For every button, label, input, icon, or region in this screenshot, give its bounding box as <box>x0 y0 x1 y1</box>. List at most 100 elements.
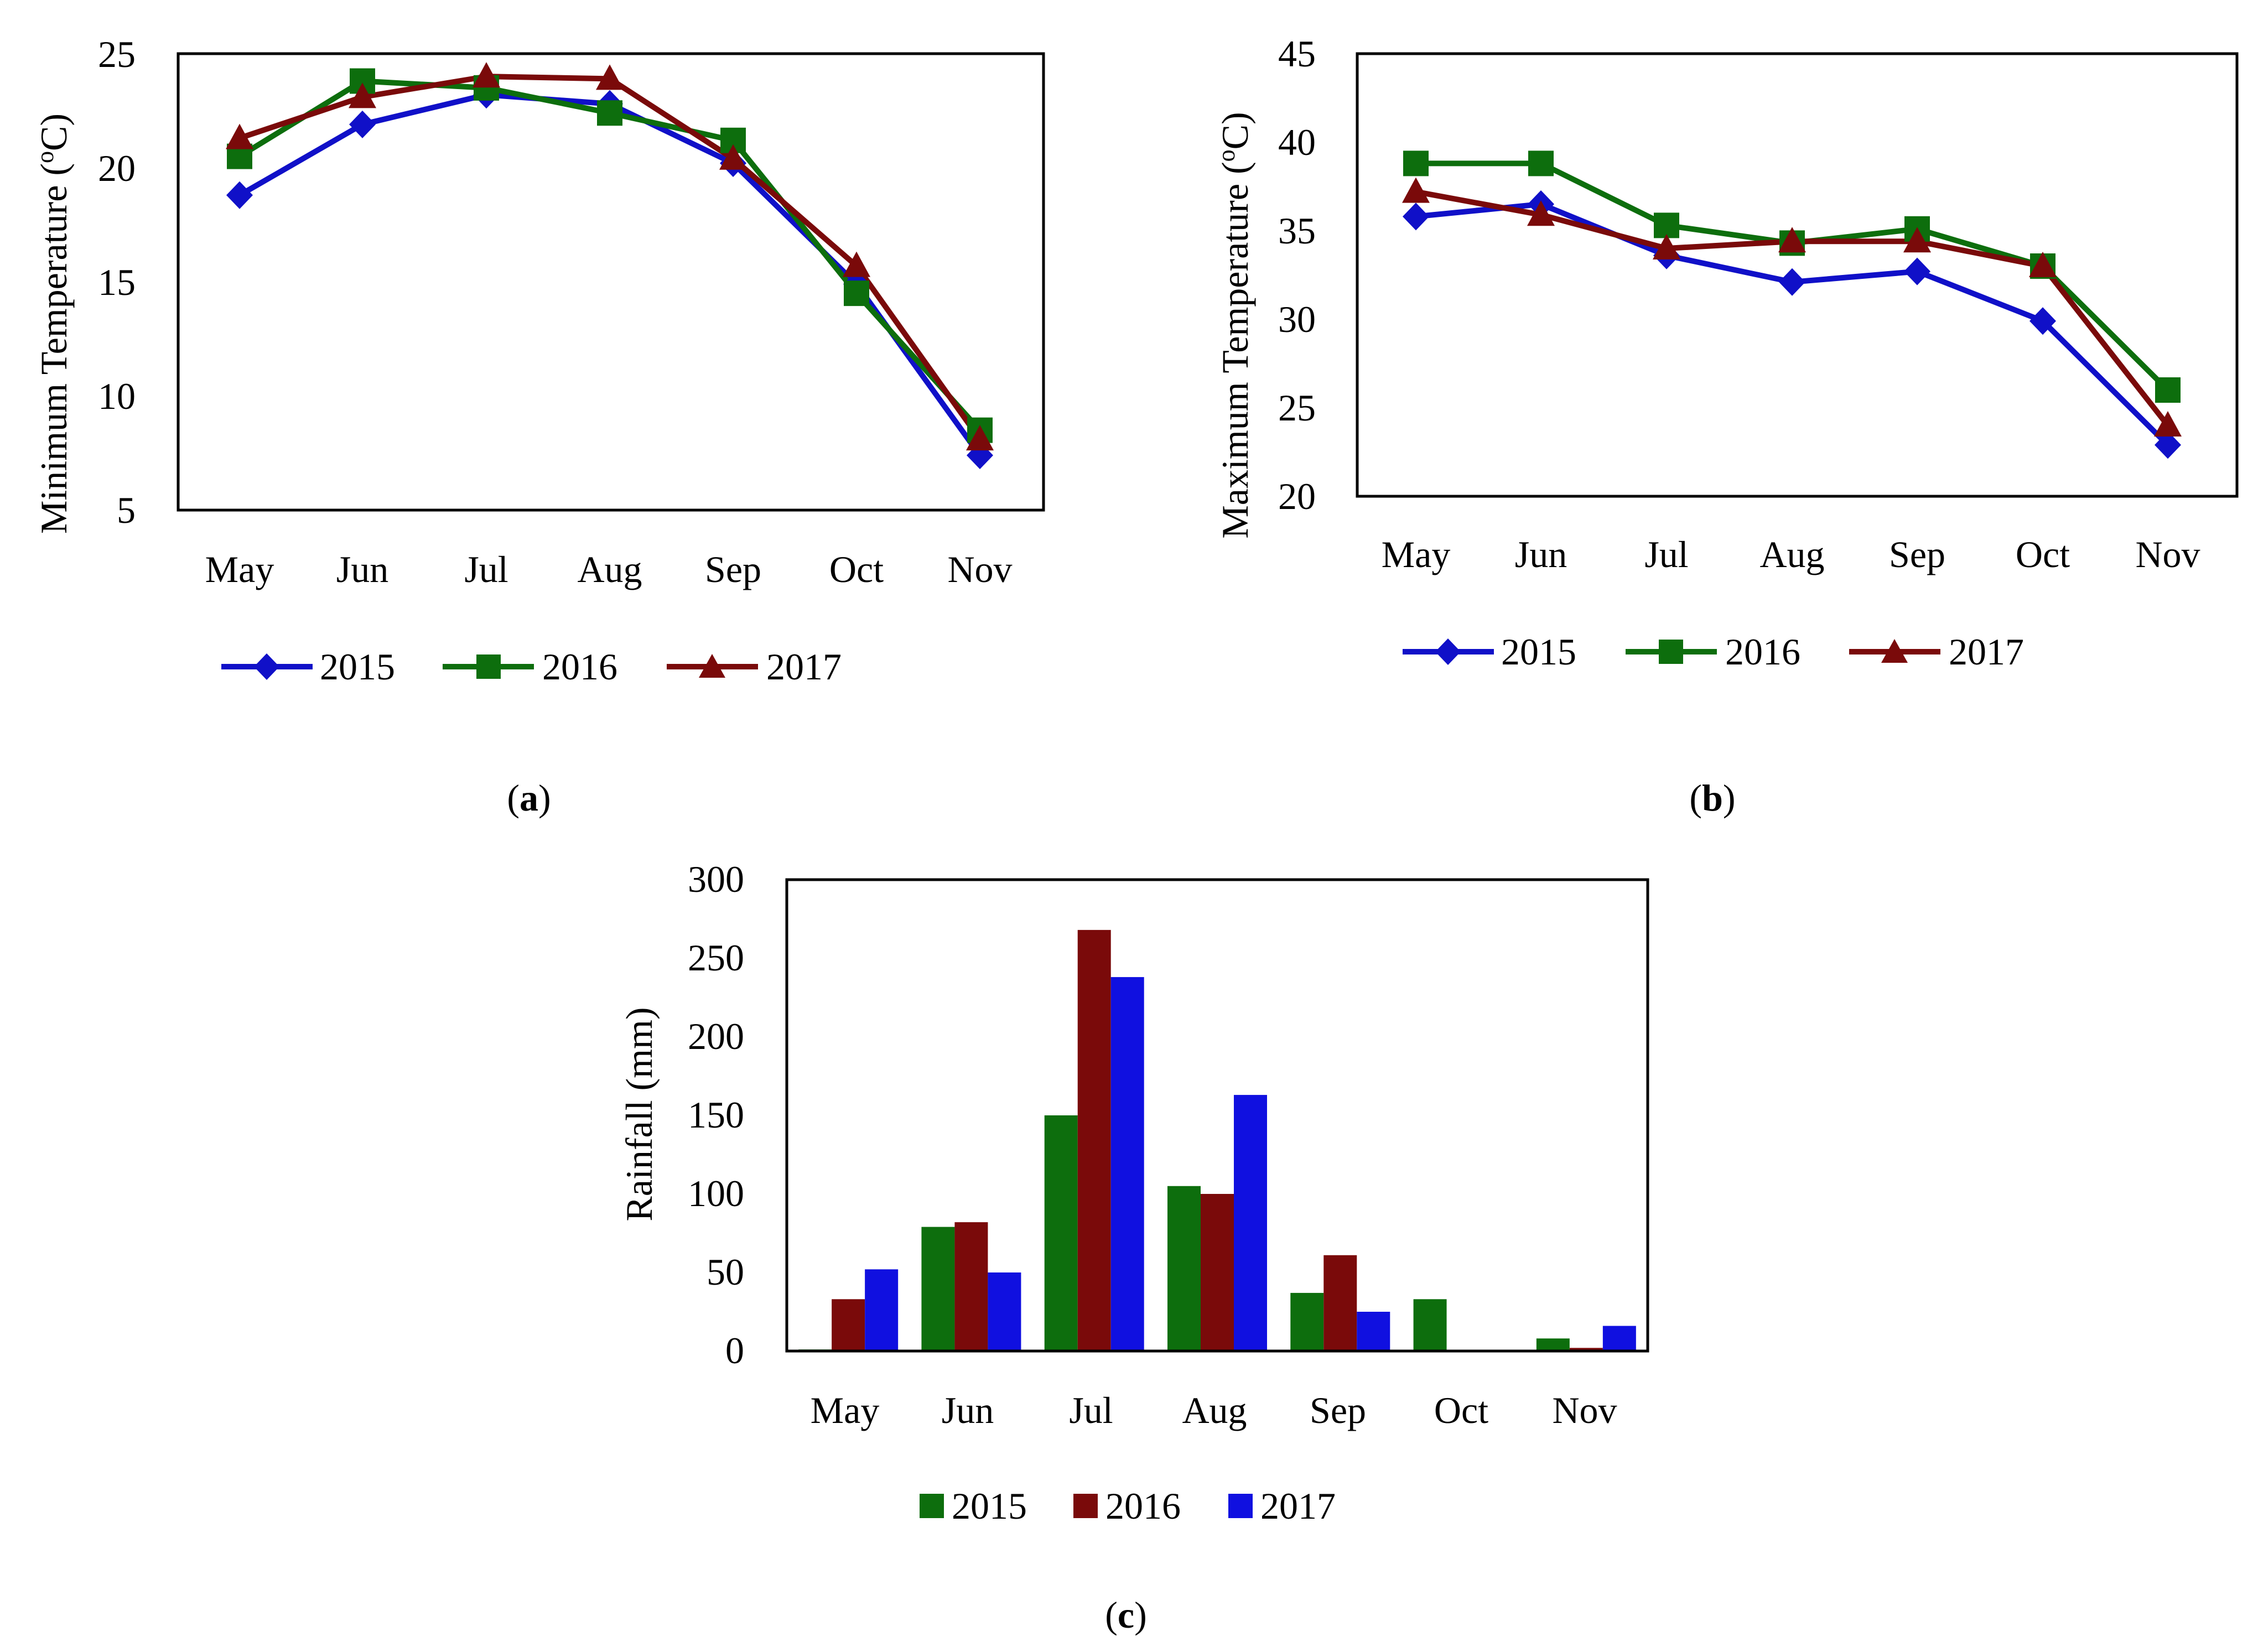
bar-2017-aug <box>1234 1095 1267 1351</box>
bar-2015-sep <box>1290 1292 1324 1351</box>
chart-b-ytick: 30 <box>1278 298 1316 340</box>
chart-a-xtick: Oct <box>829 548 884 590</box>
legend-label-2017: 2017 <box>766 646 842 688</box>
bar-2016-aug <box>1201 1194 1234 1351</box>
chart-a-panel-label: (a) <box>507 777 551 819</box>
chart-c-legend-item-2017: 2017 <box>1228 1485 1336 1527</box>
chart-a-xtick: Sep <box>705 548 761 590</box>
chart-a-xtick: Jun <box>336 548 388 590</box>
chart-a-xtick: Nov <box>947 548 1012 590</box>
chart-b-xtick: Jun <box>1515 533 1567 575</box>
bar-2016-jul <box>1077 929 1111 1351</box>
chart-a-xtick: Jul <box>464 548 508 590</box>
chart-b-ytick: 25 <box>1278 387 1316 429</box>
data-point-2016-nov <box>2155 377 2181 403</box>
legend-marker-2016 <box>1659 640 1683 664</box>
chart-c-ytick: 100 <box>688 1172 744 1214</box>
chart-c-xtick: Jun <box>942 1389 994 1431</box>
chart-b-y-axis-title: Maximum Temperature (oC) <box>1213 112 1256 538</box>
legend-label-2016: 2016 <box>1105 1485 1181 1527</box>
data-point-2015-aug <box>1779 268 1805 296</box>
series-line-2017 <box>1415 189 2170 428</box>
chart-b-ytick: 35 <box>1278 210 1316 252</box>
chart-c-y-axis-title: Rainfall (mm) <box>618 1007 660 1221</box>
chart-c-xtick: Aug <box>1182 1389 1247 1431</box>
data-point-2017-jun <box>349 82 376 108</box>
chart-a-series <box>226 62 994 469</box>
chart-c-xtick: Sep <box>1310 1389 1366 1431</box>
data-point-2017-sep <box>1903 227 1931 253</box>
legend-marker-2015 <box>1435 638 1461 665</box>
data-point-2015-jun <box>349 110 376 138</box>
chart-b-xtick: Oct <box>2016 533 2070 575</box>
bar-2016-may <box>832 1299 865 1351</box>
chart-a-xtick: May <box>205 548 274 590</box>
legend-marker-2017 <box>699 654 725 678</box>
data-point-2016-aug <box>597 100 622 126</box>
chart-b-legend-item-2017: 2017 <box>1849 631 2024 673</box>
chart-c-bars <box>798 929 1636 1351</box>
data-point-2016-may <box>1403 150 1429 176</box>
data-point-2017-oct <box>843 251 870 277</box>
chart-a-min-temperature: 5 10 15 20 25 May Jun Jul Aug Sep Oct No… <box>32 33 1045 819</box>
legend-swatch-2017 <box>1228 1494 1253 1518</box>
bar-2017-sep <box>1357 1312 1390 1351</box>
legend-swatch-2015 <box>920 1494 944 1518</box>
legend-marker-2015 <box>254 653 279 680</box>
data-point-2017-jul <box>473 62 500 88</box>
chart-b-panel-label: (b) <box>1689 777 1735 819</box>
chart-c-ytick: 0 <box>725 1329 744 1372</box>
bar-2017-may <box>865 1269 899 1351</box>
chart-c-ytick: 300 <box>688 858 744 900</box>
chart-c-legend-item-2016: 2016 <box>1073 1485 1181 1527</box>
data-point-2017-aug <box>1778 227 1806 253</box>
chart-a-legend: 2015 2016 2017 <box>221 646 842 688</box>
bar-2016-nov <box>1569 1348 1603 1351</box>
chart-a-legend-item-2017: 2017 <box>667 646 842 688</box>
data-point-2017-jun <box>1527 200 1555 226</box>
chart-b-xtick: Jul <box>1644 533 1688 575</box>
chart-a-x-ticks: May Jun Jul Aug Sep Oct Nov <box>205 548 1013 590</box>
chart-c-xtick: May <box>811 1389 880 1431</box>
legend-marker-2017 <box>1881 639 1908 663</box>
chart-c-ytick: 150 <box>688 1094 744 1136</box>
legend-label-2017: 2017 <box>1949 631 2024 673</box>
legend-marker-2016 <box>476 654 501 679</box>
chart-b-xtick: Sep <box>1889 533 1945 575</box>
chart-b-legend-item-2016: 2016 <box>1626 631 1800 673</box>
chart-b-xtick: Aug <box>1759 533 1824 575</box>
data-point-2017-jul <box>1653 234 1680 259</box>
chart-c-ytick: 200 <box>688 1015 744 1057</box>
data-point-2017-oct <box>2029 252 2057 277</box>
bar-2017-jul <box>1110 977 1144 1351</box>
chart-c-panel-label: (c) <box>1105 1594 1147 1636</box>
chart-c-legend: 2015 2016 2017 <box>920 1485 1336 1527</box>
data-point-2015-may <box>226 181 253 209</box>
bar-2016-sep <box>1323 1255 1357 1351</box>
data-point-2016-jun <box>1528 150 1554 176</box>
bar-2017-nov <box>1602 1326 1636 1351</box>
chart-a-ytick: 25 <box>98 33 136 75</box>
chart-c-ytick: 250 <box>688 937 744 979</box>
data-point-2015-oct <box>2029 307 2056 335</box>
chart-b-plot-frame <box>1356 52 2239 498</box>
chart-b-series <box>1402 150 2182 459</box>
data-point-2015-nov <box>2155 431 2181 459</box>
chart-b-max-temperature: 20 25 30 35 40 45 May Jun Jul Aug Sep Oc… <box>1213 33 2239 819</box>
chart-c-xtick: Jul <box>1069 1389 1113 1431</box>
legend-label-2015: 2015 <box>952 1485 1027 1527</box>
chart-b-xtick: Nov <box>2135 533 2200 575</box>
bar-2015-aug <box>1167 1186 1201 1351</box>
chart-c-y-ticks: 0 50 100 150 200 250 300 <box>688 858 744 1372</box>
chart-c-plot-frame <box>785 878 1649 1353</box>
chart-a-y-ticks: 5 10 15 20 25 <box>98 33 136 531</box>
chart-a-ytick: 20 <box>98 147 136 189</box>
chart-c-rainfall: 0 50 100 150 200 250 300 May Jun Jul Aug… <box>618 858 1649 1636</box>
chart-c-xtick: Oct <box>1434 1389 1488 1431</box>
chart-a-ytick: 15 <box>98 261 136 303</box>
bar-2015-nov <box>1536 1338 1570 1351</box>
data-point-2017-nov <box>2154 411 2182 437</box>
data-point-2017-may <box>226 123 253 149</box>
chart-b-legend-item-2015: 2015 <box>1403 631 1576 673</box>
